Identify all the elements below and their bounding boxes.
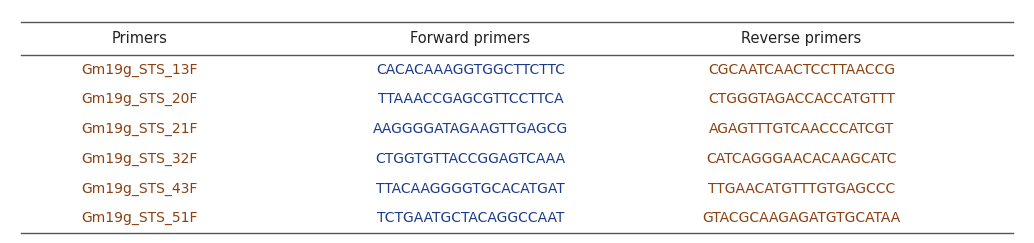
Text: TTGAACATGTTTGTGAGCCC: TTGAACATGTTTGTGAGCCC — [707, 182, 895, 196]
Text: Forward primers: Forward primers — [410, 31, 530, 46]
Text: Gm19g_STS_21F: Gm19g_STS_21F — [82, 122, 197, 136]
Text: CACACAAAGGTGGCTTCTTC: CACACAAAGGTGGCTTCTTC — [376, 62, 565, 77]
Text: CTGGGTAGACCACCATGTTT: CTGGGTAGACCACCATGTTT — [708, 92, 894, 106]
Text: Gm19g_STS_20F: Gm19g_STS_20F — [82, 92, 197, 106]
Text: Gm19g_STS_32F: Gm19g_STS_32F — [82, 152, 197, 166]
Text: GTACGCAAGAGATGTGCATAA: GTACGCAAGAGATGTGCATAA — [702, 211, 901, 226]
Text: Gm19g_STS_43F: Gm19g_STS_43F — [82, 182, 197, 196]
Text: TTAAACCGAGCGTTCCTTCA: TTAAACCGAGCGTTCCTTCA — [377, 92, 564, 106]
Text: AAGGGGATAGAAGTTGAGCG: AAGGGGATAGAAGTTGAGCG — [373, 122, 568, 136]
Text: Primers: Primers — [112, 31, 168, 46]
Text: Gm19g_STS_51F: Gm19g_STS_51F — [82, 211, 197, 226]
Text: TCTGAATGCTACAGGCCAAT: TCTGAATGCTACAGGCCAAT — [376, 211, 565, 226]
Text: Reverse primers: Reverse primers — [741, 31, 861, 46]
Text: CATCAGGGAACACAAGCATC: CATCAGGGAACACAAGCATC — [706, 152, 896, 166]
Text: CTGGTGTTACCGGAGTCAAA: CTGGTGTTACCGGAGTCAAA — [375, 152, 566, 166]
Text: CGCAATCAACTCCTTAACCG: CGCAATCAACTCCTTAACCG — [708, 62, 894, 77]
Text: TTACAAGGGGTGCACATGAT: TTACAAGGGGTGCACATGAT — [376, 182, 565, 196]
Text: AGAGTTTGTCAACCCATCGT: AGAGTTTGTCAACCCATCGT — [708, 122, 894, 136]
Text: Gm19g_STS_13F: Gm19g_STS_13F — [82, 62, 197, 77]
